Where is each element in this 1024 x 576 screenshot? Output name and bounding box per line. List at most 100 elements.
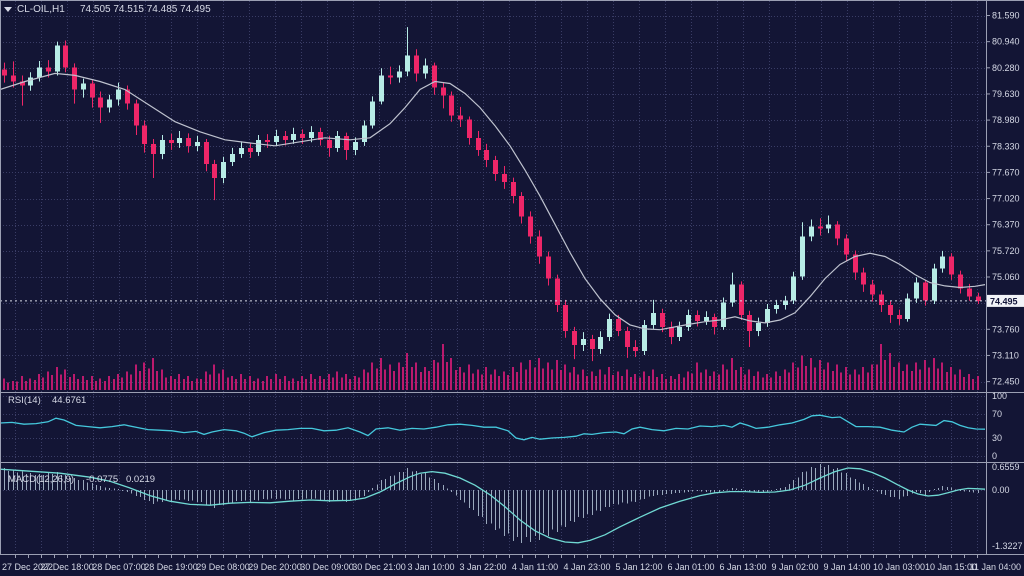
- rsi-line: [0, 414, 986, 441]
- bear-candle: [511, 182, 516, 197]
- macd-histogram-bar: [87, 482, 88, 490]
- volume-bar: [507, 375, 509, 390]
- volume-bar: [270, 379, 272, 390]
- volume-bar: [305, 379, 307, 390]
- volume-bar: [257, 378, 259, 390]
- macd-histogram-bar: [447, 488, 448, 490]
- volume-bar: [591, 371, 593, 390]
- volume-bar: [770, 377, 772, 390]
- macd-histogram-bar: [561, 490, 562, 526]
- time-axis-label: 4 Jan 11:00: [512, 562, 558, 572]
- bear-candle: [72, 67, 77, 90]
- bull-candle: [940, 256, 945, 269]
- macd-histogram-bar: [451, 490, 452, 492]
- volume-bar: [823, 369, 825, 390]
- volume-bar: [113, 379, 115, 390]
- bear-candle: [98, 97, 103, 108]
- volume-bar: [709, 375, 711, 390]
- macd-axis-label: 0.00: [992, 485, 1010, 495]
- bull-candle: [256, 139, 261, 152]
- volume-bar: [670, 376, 672, 390]
- rsi-panel[interactable]: [0, 414, 986, 441]
- bull-candle: [397, 71, 402, 78]
- volume-bar: [16, 381, 18, 390]
- macd-histogram-bar: [557, 490, 558, 532]
- price-axis[interactable]: 81.590 80.940 80.280 79.630 78.980 78.330 77.6…: [986, 11, 1023, 552]
- bull-candle: [914, 282, 919, 299]
- volume-bar: [643, 371, 645, 390]
- volume-bar: [915, 362, 917, 390]
- volume-bar: [573, 367, 575, 390]
- volume-bar: [560, 370, 562, 390]
- macd-histogram-bar: [885, 490, 886, 496]
- macd-histogram-bar: [416, 470, 417, 490]
- macd-histogram-bar: [245, 490, 246, 501]
- volume-bar: [288, 380, 290, 390]
- volume-bar: [661, 373, 663, 390]
- bull-candle: [405, 55, 410, 72]
- volume-bar: [455, 370, 457, 390]
- macd-histogram-bar: [175, 490, 176, 500]
- bear-candle: [344, 135, 349, 150]
- bear-candle: [169, 139, 174, 144]
- macd-histogram-bar: [727, 489, 728, 491]
- bear-candle: [458, 115, 463, 120]
- macd-histogram-bar: [250, 490, 251, 502]
- macd-histogram-bar: [166, 490, 167, 501]
- time-axis-label: 9 Jan 02:00: [771, 562, 818, 572]
- volume-bar: [384, 369, 386, 390]
- volume-bar: [42, 377, 44, 390]
- macd-histogram-bar: [872, 489, 873, 491]
- macd-histogram-bar: [478, 490, 479, 516]
- bear-candle: [300, 133, 305, 138]
- price-axis-label: 76.370: [992, 220, 1020, 230]
- macd-histogram-bar: [592, 490, 593, 515]
- volume-bar: [858, 374, 860, 390]
- collapse-indicator-icon[interactable]: [4, 7, 12, 12]
- macd-panel[interactable]: [0, 464, 986, 544]
- time-axis-label: 30 Dec 09:00: [300, 562, 354, 572]
- volume-bar: [731, 357, 733, 390]
- volume-bar: [301, 376, 303, 390]
- volume-bar: [415, 362, 417, 390]
- volume-bar: [805, 365, 807, 390]
- volume-bar: [748, 369, 750, 390]
- volume-bar: [954, 374, 956, 390]
- bear-candle: [265, 139, 270, 142]
- volume-bar: [428, 370, 430, 390]
- macd-histogram-bar: [675, 490, 676, 494]
- macd-histogram-bar: [105, 487, 106, 490]
- macd-histogram-bar: [863, 484, 864, 490]
- macd-histogram-bar: [671, 490, 672, 494]
- volume-bar: [683, 377, 685, 390]
- macd-histogram-bar: [776, 489, 777, 491]
- volume-bar: [358, 377, 360, 390]
- bull-candle: [783, 300, 788, 305]
- volume-bar: [648, 375, 650, 390]
- volume-bar: [582, 369, 584, 390]
- main-chart-panel[interactable]: [0, 27, 986, 390]
- price-axis-label: 81.590: [992, 11, 1020, 21]
- volume-bar: [959, 369, 961, 390]
- volume-bar: [205, 371, 207, 390]
- volume-bar: [152, 357, 154, 390]
- volume-bar: [893, 366, 895, 390]
- bear-candle: [555, 278, 560, 305]
- macd-histogram-bar: [320, 490, 321, 501]
- macd-histogram-bar: [649, 490, 650, 497]
- volume-bar: [468, 364, 470, 390]
- volume-bar: [411, 366, 413, 390]
- chart-title-bar: CL-OIL,H1 74.505 74.515 74.485 74.495: [4, 4, 211, 15]
- bear-candle: [502, 174, 507, 183]
- volume-bar: [341, 377, 343, 390]
- macd-histogram-bar: [26, 474, 27, 490]
- price-axis-label: 73.110: [992, 351, 1019, 361]
- macd-histogram-bar: [574, 490, 575, 522]
- bear-candle: [20, 81, 25, 86]
- macd-histogram-bar: [745, 490, 746, 491]
- macd-histogram-bar: [688, 490, 689, 492]
- bull-candle: [791, 276, 796, 301]
- macd-histogram-bar: [289, 490, 290, 499]
- bull-candle: [800, 236, 805, 277]
